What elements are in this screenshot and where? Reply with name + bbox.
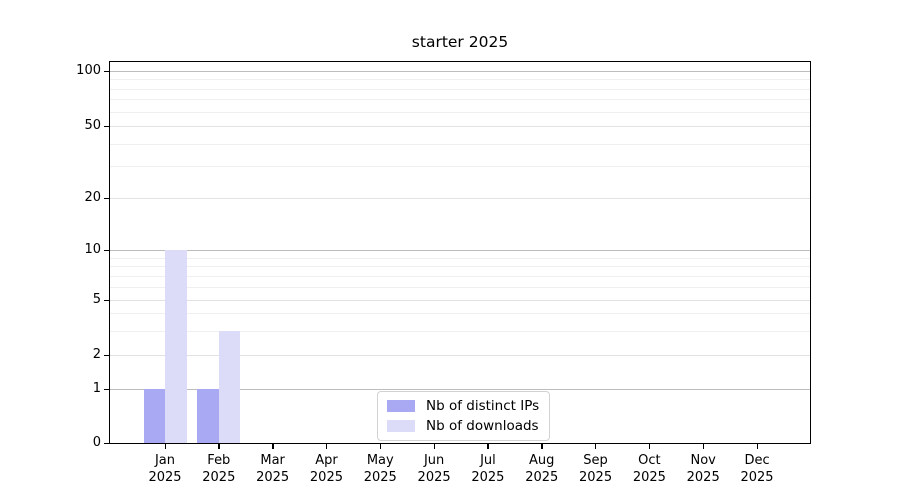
legend-swatch-downloads: [387, 420, 415, 432]
legend: Nb of distinct IPs Nb of downloads: [377, 391, 551, 441]
y-axis-tick: [104, 388, 109, 390]
gridline-decade: [110, 71, 810, 72]
gridline-minor: [110, 111, 810, 113]
bar-downloads: [165, 250, 187, 443]
gridline-major: [110, 355, 810, 356]
gridline-decade: [110, 389, 810, 390]
gridline-minor: [110, 313, 810, 315]
gridline-major: [110, 198, 810, 199]
plot-area: [109, 61, 811, 444]
legend-item-distinct-ips: Nb of distinct IPs: [387, 398, 539, 414]
x-axis-tick: [756, 444, 758, 449]
x-axis-label: Jul 2025: [471, 453, 505, 485]
x-axis-tick: [595, 444, 597, 449]
gridline-minor: [110, 79, 810, 81]
gridline-minor: [110, 266, 810, 268]
x-axis-tick: [218, 444, 220, 449]
x-axis-label: Jun 2025: [417, 453, 451, 485]
y-axis-label: 1: [92, 381, 101, 396]
y-axis-label: 5: [92, 292, 101, 307]
chart-title: starter 2025: [411, 33, 509, 51]
x-axis-tick: [379, 444, 382, 449]
gridline-minor: [110, 275, 810, 277]
y-axis-tick: [104, 125, 109, 127]
gridline-major: [110, 300, 810, 301]
gridline-minor: [110, 143, 810, 145]
x-axis-tick: [541, 444, 543, 449]
bar-distinct-ips: [143, 389, 165, 443]
x-axis-label: Dec 2025: [740, 453, 774, 485]
y-axis-tick: [104, 354, 109, 356]
y-axis-tick: [104, 249, 109, 251]
gridline-minor: [110, 88, 810, 90]
x-axis-tick: [487, 444, 489, 449]
bar-distinct-ips: [197, 389, 219, 443]
y-axis-label: 2: [92, 347, 101, 362]
x-axis-label: Oct 2025: [632, 453, 666, 485]
x-axis-tick: [272, 444, 274, 449]
x-axis-label: Sep 2025: [579, 453, 613, 485]
y-axis-label: 0: [92, 435, 101, 450]
y-axis-label: 50: [84, 118, 101, 133]
legend-item-downloads: Nb of downloads: [387, 418, 539, 434]
bar-downloads: [218, 330, 241, 443]
gridline-minor: [110, 330, 810, 332]
x-axis-label: Feb 2025: [202, 453, 236, 485]
gridline-minor: [110, 286, 810, 288]
y-axis-tick: [104, 299, 109, 301]
gridline-minor: [110, 257, 810, 259]
x-axis-label: Apr 2025: [309, 453, 343, 485]
y-axis-label: 100: [76, 63, 101, 78]
y-axis-tick: [104, 442, 109, 444]
gridline-minor: [110, 99, 810, 101]
y-axis-label: 10: [84, 242, 101, 257]
gridline-major: [110, 126, 810, 127]
y-axis-tick: [104, 197, 109, 199]
x-axis-tick: [164, 444, 166, 449]
legend-label-downloads: Nb of downloads: [426, 418, 539, 434]
x-axis-tick: [433, 444, 435, 449]
x-axis-tick: [702, 444, 705, 449]
legend-label-distinct-ips: Nb of distinct IPs: [426, 398, 540, 414]
gridline-minor: [110, 166, 810, 168]
legend-swatch-distinct-ips: [387, 400, 415, 412]
y-axis-tick: [104, 70, 109, 72]
x-axis-label: Jan 2025: [148, 453, 182, 485]
x-axis-label: Mar 2025: [256, 453, 290, 485]
y-axis-label: 20: [84, 190, 101, 205]
x-axis-label: Aug 2025: [525, 453, 559, 485]
x-axis-tick: [648, 444, 651, 449]
gridline-decade: [110, 250, 810, 251]
x-axis-label: May 2025: [363, 453, 397, 485]
x-axis-tick: [325, 444, 328, 449]
x-axis-label: Nov 2025: [686, 453, 720, 485]
